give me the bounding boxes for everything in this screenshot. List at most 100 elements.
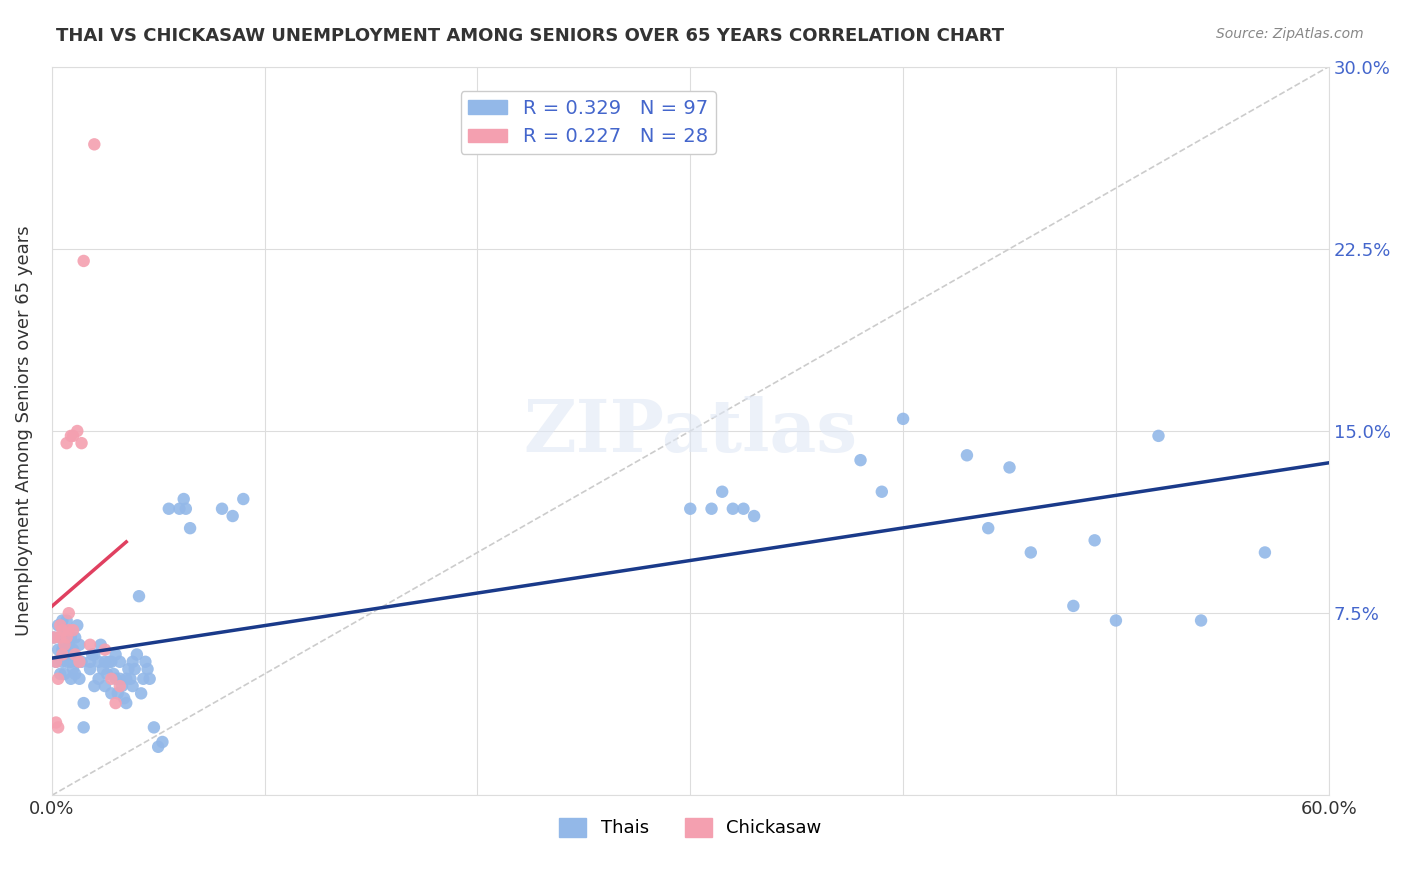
Point <box>132 672 155 686</box>
Point <box>91 662 114 676</box>
Point <box>70 436 93 450</box>
Point <box>124 662 146 676</box>
Point <box>90 638 112 652</box>
Point <box>45 715 67 730</box>
Point <box>1084 533 1107 548</box>
Point <box>100 672 122 686</box>
Point <box>79 662 101 676</box>
Point <box>51 624 73 638</box>
Point <box>46 642 69 657</box>
Point <box>55 631 77 645</box>
Point <box>51 642 73 657</box>
Point <box>1019 545 1042 559</box>
Point <box>173 491 195 506</box>
Point <box>94 655 117 669</box>
Point <box>174 501 197 516</box>
Point <box>67 672 90 686</box>
Point <box>733 501 755 516</box>
Point <box>232 491 254 506</box>
Point <box>62 662 84 676</box>
Point <box>211 501 233 516</box>
Point <box>998 460 1021 475</box>
Point <box>94 679 117 693</box>
Point <box>221 509 243 524</box>
Point <box>849 453 872 467</box>
Point <box>104 648 127 662</box>
Point <box>112 691 135 706</box>
Point <box>138 672 160 686</box>
Point <box>55 624 77 638</box>
Point <box>700 501 723 516</box>
Point <box>55 614 77 628</box>
Point <box>157 501 180 516</box>
Point <box>121 655 143 669</box>
Point <box>103 667 125 681</box>
Point <box>121 679 143 693</box>
Point <box>49 631 72 645</box>
Point <box>67 638 90 652</box>
Point <box>46 672 69 686</box>
Point <box>49 631 72 645</box>
Point <box>100 655 122 669</box>
Point <box>129 686 152 700</box>
Point <box>66 655 89 669</box>
Point <box>108 672 131 686</box>
Point <box>108 679 131 693</box>
Point <box>142 720 165 734</box>
Point <box>711 484 734 499</box>
Point <box>179 521 201 535</box>
Text: ZIPatlas: ZIPatlas <box>523 395 858 467</box>
Point <box>55 655 77 669</box>
Point <box>136 662 159 676</box>
Point <box>42 631 65 645</box>
Point <box>79 638 101 652</box>
Point <box>49 618 72 632</box>
Text: Source: ZipAtlas.com: Source: ZipAtlas.com <box>1216 27 1364 41</box>
Point <box>62 429 84 443</box>
Point <box>83 137 105 152</box>
Point <box>1062 599 1084 613</box>
Point <box>46 618 69 632</box>
Point <box>59 429 82 443</box>
Point <box>721 501 744 516</box>
Point <box>1105 614 1128 628</box>
Point <box>96 667 118 681</box>
Point <box>742 509 765 524</box>
Point <box>104 696 127 710</box>
Point <box>73 254 96 268</box>
Point <box>104 672 127 686</box>
Point <box>977 521 1000 535</box>
Point <box>115 672 138 686</box>
Point <box>125 648 148 662</box>
Point <box>679 501 702 516</box>
Point <box>67 655 90 669</box>
Point <box>46 720 69 734</box>
Point <box>63 631 86 645</box>
Point <box>66 618 89 632</box>
Point <box>59 631 82 645</box>
Point <box>100 686 122 700</box>
Point <box>1189 614 1212 628</box>
Point <box>108 655 131 669</box>
Point <box>115 696 138 710</box>
Point <box>51 655 73 669</box>
Point <box>45 655 67 669</box>
Point <box>58 624 80 638</box>
Point <box>94 642 117 657</box>
Point <box>49 667 72 681</box>
Point <box>73 720 96 734</box>
Point <box>1254 545 1277 559</box>
Point <box>53 638 76 652</box>
Point <box>87 655 110 669</box>
Point <box>51 648 73 662</box>
Point <box>63 667 86 681</box>
Point <box>58 606 80 620</box>
Point <box>107 686 129 700</box>
Point <box>59 672 82 686</box>
Point <box>146 739 169 754</box>
Point <box>53 667 76 681</box>
Point <box>45 655 67 669</box>
Point <box>152 735 174 749</box>
Point <box>59 655 82 669</box>
Point <box>87 672 110 686</box>
